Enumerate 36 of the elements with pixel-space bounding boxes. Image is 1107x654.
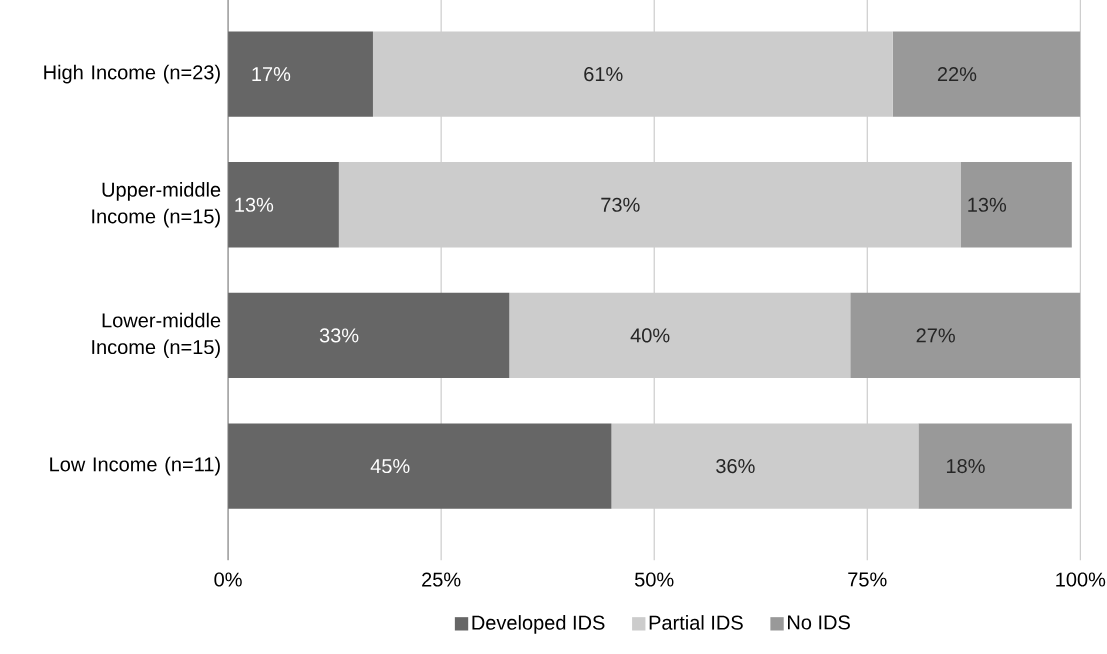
data-label: 13% bbox=[968, 197, 1007, 213]
bar bbox=[961, 162, 1072, 248]
data-label: 61% bbox=[584, 67, 623, 82]
legend-label: Developed IDS bbox=[472, 615, 605, 634]
legend-label: Partial IDS bbox=[649, 615, 743, 630]
bar bbox=[892, 31, 1081, 117]
data-label: 73% bbox=[601, 197, 640, 213]
y-tick-label: Low Income (n=11) bbox=[50, 457, 220, 476]
data-label: 36% bbox=[716, 459, 755, 474]
bar bbox=[338, 162, 961, 248]
data-label: 18% bbox=[946, 459, 985, 474]
data-label: 17% bbox=[252, 67, 291, 82]
y-tick-label: High Income (n=23) bbox=[44, 64, 220, 84]
bar bbox=[372, 31, 893, 117]
y-tick-label: Upper-middle Income (n=15) bbox=[92, 182, 221, 228]
x-tick-label: 75% bbox=[848, 572, 887, 587]
y-tick-label: Lower-middle Income (n=15) bbox=[92, 313, 221, 359]
legend-label: No IDS bbox=[788, 615, 850, 630]
x-tick-label: 25% bbox=[422, 572, 461, 587]
data-label: 27% bbox=[916, 328, 955, 343]
bar bbox=[918, 423, 1072, 509]
bar bbox=[228, 31, 373, 117]
bar bbox=[509, 292, 851, 379]
bar bbox=[611, 423, 919, 509]
x-tick-label: 0% bbox=[214, 572, 242, 587]
x-tick-label: 100% bbox=[1056, 572, 1106, 587]
data-label: 13% bbox=[235, 197, 274, 213]
bar bbox=[850, 292, 1081, 379]
data-label: 22% bbox=[937, 67, 977, 82]
bar bbox=[228, 162, 339, 248]
bar bbox=[228, 423, 612, 509]
x-tick-label: 50% bbox=[634, 572, 674, 587]
bar bbox=[228, 292, 510, 379]
data-label: 40% bbox=[630, 328, 670, 343]
data-label: 33% bbox=[319, 328, 359, 343]
data-label: 45% bbox=[370, 459, 410, 474]
